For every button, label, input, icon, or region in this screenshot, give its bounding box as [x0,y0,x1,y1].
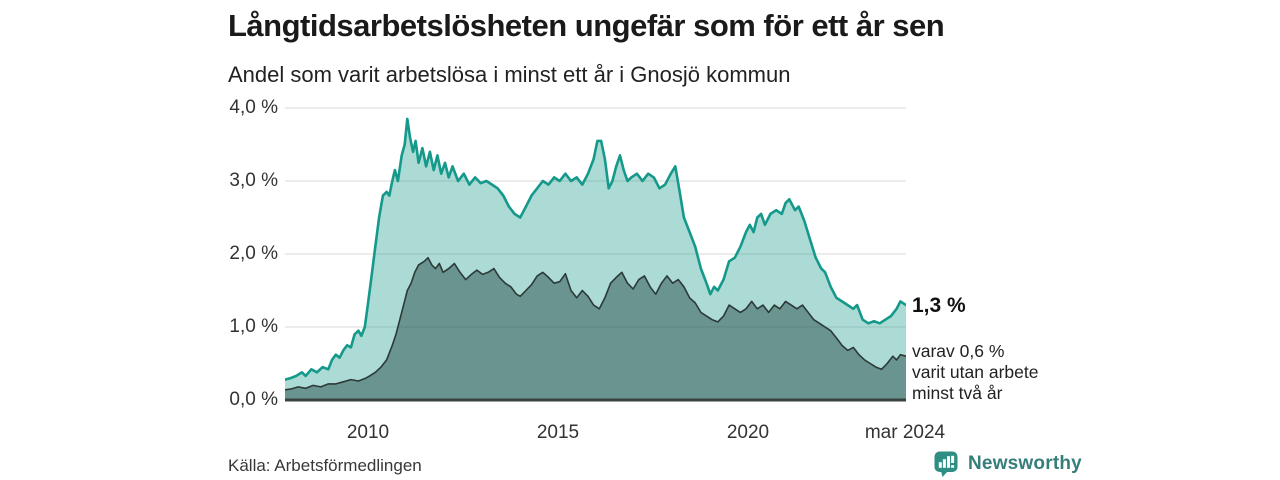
y-tick-label: 0,0 % [229,389,278,410]
page-title: Långtidsarbetslösheten ungefär som för e… [228,8,945,43]
x-tick-label: 2015 [536,422,580,443]
x-tick-label: 2020 [726,422,770,443]
breakdown-line: varit utan arbete [912,362,1039,382]
area-fill-two-years [285,257,906,400]
x-tick-label: mar 2024 [864,422,946,443]
x-tick-label: 2010 [346,422,390,443]
y-tick-label: 3,0 % [229,170,278,191]
area-chart-plot [285,107,906,402]
bar-chart-speech-bubble-icon [934,451,958,477]
source-credit: Källa: Arbetsförmedlingen [228,456,422,475]
newsworthy-logo: Newsworthy [933,450,1082,478]
area-fill-total-one-year [285,118,906,401]
line-two-years [285,256,906,391]
y-tick-label: 2,0 % [229,243,278,264]
line-total-one-year [285,117,906,381]
gridlines [285,107,906,328]
breakdown-line: varav 0,6 % [912,341,1005,361]
y-tick-label: 4,0 % [229,97,278,118]
chart-subtitle: Andel som varit arbetslösa i minst ett å… [228,62,791,87]
latest-value-label: 1,3 % [912,294,966,317]
logo-wordmark: Newsworthy [968,453,1082,474]
breakdown-annotation: varav 0,6 % varit utan arbete minst två … [912,341,1038,404]
breakdown-line: minst två år [912,383,1003,403]
y-tick-label: 1,0 % [229,316,278,337]
